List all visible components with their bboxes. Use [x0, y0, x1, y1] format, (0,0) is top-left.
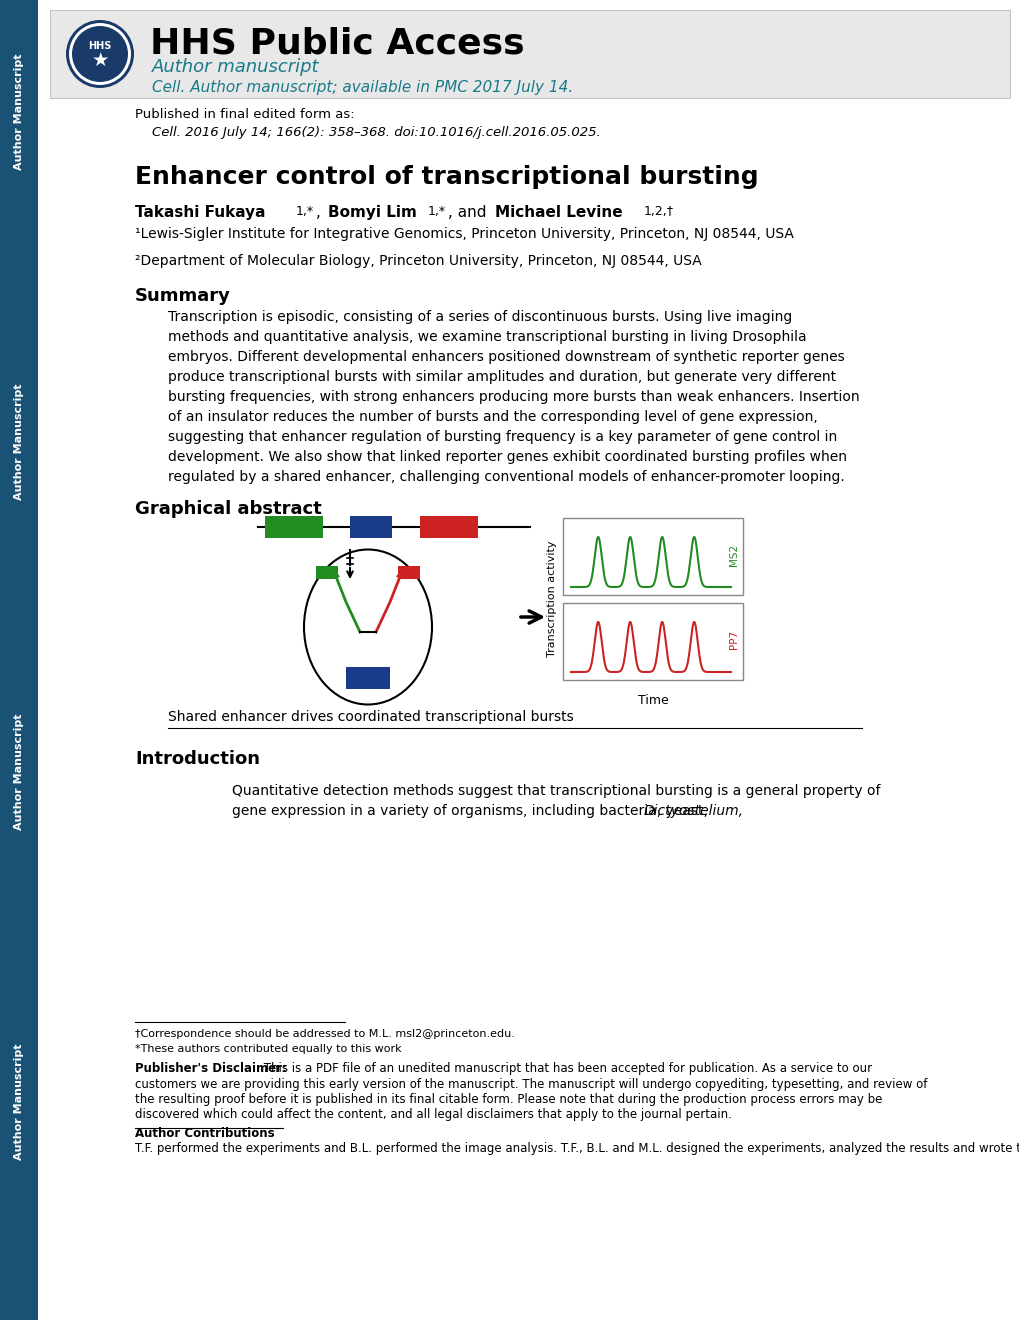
Text: Bomyi Lim: Bomyi Lim: [328, 205, 417, 220]
Text: embryos. Different developmental enhancers positioned downstream of synthetic re: embryos. Different developmental enhance…: [168, 350, 844, 364]
Text: Publisher's Disclaimer:: Publisher's Disclaimer:: [135, 1063, 286, 1074]
Text: Shared enhancer drives coordinated transcriptional bursts: Shared enhancer drives coordinated trans…: [168, 710, 574, 723]
Circle shape: [66, 20, 133, 88]
Text: produce transcriptional bursts with similar amplitudes and duration, but generat: produce transcriptional bursts with simi…: [168, 370, 836, 384]
Text: 1,*: 1,*: [296, 205, 314, 218]
Text: Time: Time: [637, 694, 667, 708]
Text: ²Department of Molecular Biology, Princeton University, Princeton, NJ 08544, USA: ²Department of Molecular Biology, Prince…: [135, 253, 701, 268]
Text: PP7: PP7: [729, 630, 739, 649]
Text: , and: , and: [447, 205, 491, 220]
Text: Cell. Author manuscript; available in PMC 2017 July 14.: Cell. Author manuscript; available in PM…: [152, 81, 573, 95]
Text: bursting frequencies, with strong enhancers producing more bursts than weak enha: bursting frequencies, with strong enhanc…: [168, 389, 859, 404]
Text: methods and quantitative analysis, we examine transcriptional bursting in living: methods and quantitative analysis, we ex…: [168, 330, 806, 345]
Text: gene expression in a variety of organisms, including bacteria, yeast,: gene expression in a variety of organism…: [231, 804, 711, 818]
Text: 1,*: 1,*: [428, 205, 445, 218]
Text: ,: ,: [316, 205, 325, 220]
Text: Quantitative detection methods suggest that transcriptional bursting is a genera: Quantitative detection methods suggest t…: [231, 784, 879, 799]
Circle shape: [72, 26, 127, 82]
Text: regulated by a shared enhancer, challenging conventional models of enhancer-prom: regulated by a shared enhancer, challeng…: [168, 470, 844, 484]
Text: 1,2,†: 1,2,†: [643, 205, 674, 218]
Bar: [50, 11, 1009, 98]
Bar: [562, 603, 742, 680]
Text: †Correspondence should be addressed to M.L. msl2@princeton.edu.: †Correspondence should be addressed to M…: [135, 1030, 515, 1039]
Text: ¹Lewis-Sigler Institute for Integrative Genomics, Princeton University, Princeto: ¹Lewis-Sigler Institute for Integrative …: [135, 227, 793, 242]
Text: Author Manuscript: Author Manuscript: [14, 384, 24, 500]
Bar: [350, 516, 391, 539]
Circle shape: [69, 22, 130, 84]
Text: customers we are providing this early version of the manuscript. The manuscript : customers we are providing this early ve…: [135, 1078, 926, 1092]
Text: ★: ★: [91, 50, 109, 70]
Text: Author Contributions: Author Contributions: [135, 1127, 274, 1140]
Text: discovered which could affect the content, and all legal disclaimers that apply : discovered which could affect the conten…: [135, 1107, 732, 1121]
Bar: [265, 516, 323, 539]
Text: Enhancer control of transcriptional bursting: Enhancer control of transcriptional burs…: [135, 165, 758, 189]
Text: Author manuscript: Author manuscript: [152, 58, 319, 77]
Bar: [0, 0, 38, 1320]
Text: Author Manuscript: Author Manuscript: [14, 54, 24, 170]
Text: HHS Public Access: HHS Public Access: [150, 26, 524, 59]
Text: Summary: Summary: [135, 286, 230, 305]
Bar: [562, 517, 742, 595]
Bar: [420, 516, 478, 539]
Text: Takashi Fukaya: Takashi Fukaya: [135, 205, 265, 220]
Text: Author Manuscript: Author Manuscript: [14, 1044, 24, 1160]
Text: suggesting that enhancer regulation of bursting frequency is a key parameter of : suggesting that enhancer regulation of b…: [168, 430, 837, 444]
Bar: [345, 667, 389, 689]
Text: *These authors contributed equally to this work: *These authors contributed equally to th…: [135, 1044, 401, 1053]
Text: of an insulator reduces the number of bursts and the corresponding level of gene: of an insulator reduces the number of bu…: [168, 411, 817, 424]
Text: Graphical abstract: Graphical abstract: [135, 500, 321, 517]
Text: development. We also show that linked reporter genes exhibit coordinated burstin: development. We also show that linked re…: [168, 450, 846, 465]
Text: Transcription is episodic, consisting of a series of discontinuous bursts. Using: Transcription is episodic, consisting of…: [168, 310, 792, 323]
Text: MS2: MS2: [729, 544, 739, 565]
Ellipse shape: [304, 549, 432, 705]
Text: This is a PDF file of an unedited manuscript that has been accepted for publicat: This is a PDF file of an unedited manusc…: [260, 1063, 871, 1074]
Text: Dictyostelium,: Dictyostelium,: [643, 804, 743, 818]
Text: Cell. 2016 July 14; 166(2): 358–368. doi:10.1016/j.cell.2016.05.025.: Cell. 2016 July 14; 166(2): 358–368. doi…: [152, 125, 600, 139]
Text: Introduction: Introduction: [135, 750, 260, 768]
Text: the resulting proof before it is published in its final citable form. Please not: the resulting proof before it is publish…: [135, 1093, 881, 1106]
Text: Michael Levine: Michael Levine: [494, 205, 622, 220]
Text: Transcription activity: Transcription activity: [546, 541, 556, 657]
Text: Published in final edited form as:: Published in final edited form as:: [135, 108, 355, 121]
Text: Author Manuscript: Author Manuscript: [14, 714, 24, 830]
Bar: [397, 566, 420, 579]
Bar: [316, 566, 337, 579]
Text: HHS: HHS: [89, 41, 111, 51]
Text: T.F. performed the experiments and B.L. performed the image analysis. T.F., B.L.: T.F. performed the experiments and B.L. …: [135, 1142, 1019, 1155]
